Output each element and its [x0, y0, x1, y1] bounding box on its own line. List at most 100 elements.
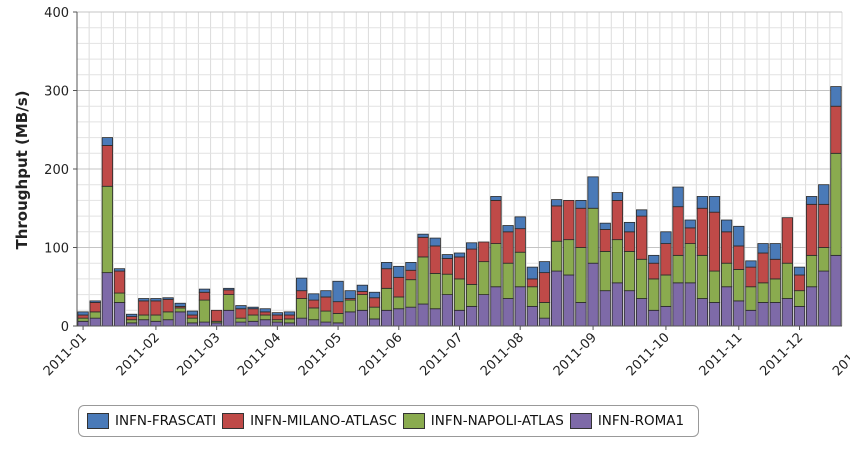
bar-segment-infn-frascati	[490, 196, 502, 201]
bar-segment-infn-roma1	[138, 319, 150, 327]
bar-segment-infn-frascati	[830, 86, 842, 107]
bar-segment-infn-napoli-atlas	[320, 310, 332, 323]
bar-segment-infn-frascati	[283, 311, 296, 316]
bar-segment-infn-napoli-atlas	[490, 243, 502, 288]
x-tick-label: 2011-01	[41, 330, 90, 379]
bar-segment-infn-napoli-atlas	[368, 306, 381, 320]
y-tick-label: 300	[44, 85, 69, 100]
x-tick-label: 2012-01	[830, 330, 850, 379]
bar-segment-infn-milano-atlasc	[575, 207, 587, 248]
bar-segment-infn-napoli-atlas	[806, 254, 818, 288]
bar-segment-infn-napoli-atlas	[478, 261, 490, 296]
bar-segment-infn-milano-atlasc	[332, 301, 344, 314]
bar-segment-infn-milano-atlasc	[283, 314, 296, 320]
bar-segment-infn-milano-atlasc	[781, 217, 793, 264]
bar-segment-infn-roma1	[381, 309, 393, 327]
bar-segment-infn-frascati	[672, 186, 684, 208]
bar-segment-infn-frascati	[745, 260, 757, 268]
bar-segment-infn-napoli-atlas	[636, 258, 648, 299]
bar-segment-infn-milano-atlasc	[769, 258, 781, 280]
bar-segment-infn-roma1	[356, 309, 368, 327]
bar-segment-infn-roma1	[478, 294, 490, 327]
bar-segment-infn-roma1	[405, 306, 417, 327]
bar-segment-infn-milano-atlasc	[138, 300, 150, 316]
bar-segment-infn-milano-atlasc	[672, 206, 684, 256]
bar-segment-infn-napoli-atlas	[757, 282, 769, 303]
bar-segment-infn-milano-atlasc	[223, 289, 235, 296]
bar-segment-infn-napoli-atlas	[502, 262, 514, 299]
bar-segment-infn-roma1	[793, 305, 806, 327]
bar-segment-infn-milano-atlasc	[478, 241, 490, 263]
bar-segment-infn-napoli-atlas	[648, 278, 660, 311]
bar-segment-infn-roma1	[162, 319, 174, 327]
legend-swatch	[222, 413, 245, 429]
bar-segment-infn-napoli-atlas	[453, 278, 466, 311]
bar-segment-infn-milano-atlasc	[830, 105, 842, 154]
bar-segment-infn-milano-atlasc	[259, 311, 271, 316]
bar-segment-infn-frascati	[429, 237, 441, 247]
bar-segment-infn-roma1	[526, 305, 538, 327]
bar-segment-infn-napoli-atlas	[283, 318, 296, 324]
bar-segment-infn-roma1	[393, 308, 405, 327]
bar-segment-infn-napoli-atlas	[174, 307, 186, 313]
x-tick-label: 2011-11	[697, 330, 746, 379]
bar-segment-infn-milano-atlasc	[296, 290, 308, 299]
y-tick-label: 0	[61, 320, 69, 335]
bar-segment-infn-roma1	[150, 320, 162, 327]
bar-segment-infn-milano-atlasc	[368, 297, 381, 308]
bar-segment-infn-milano-atlasc	[271, 314, 283, 321]
bar-segment-infn-roma1	[648, 309, 660, 327]
y-tick-label: 400	[44, 6, 69, 21]
bar-segment-infn-napoli-atlas	[599, 251, 611, 292]
bar-segment-infn-milano-atlasc	[563, 199, 575, 241]
bar-segment-infn-frascati	[101, 137, 113, 146]
bar-segment-infn-milano-atlasc	[429, 245, 441, 274]
legend-label: INFN-ROMA1	[597, 413, 685, 429]
x-tick-label: 2011-04	[235, 330, 284, 379]
bar-segment-infn-roma1	[538, 317, 551, 327]
bar-segment-infn-napoli-atlas	[308, 307, 320, 321]
bar-segment-infn-napoli-atlas	[393, 296, 405, 310]
bar-segment-infn-roma1	[672, 282, 684, 327]
bar-segment-infn-napoli-atlas	[526, 286, 538, 307]
bar-segment-infn-roma1	[89, 317, 101, 327]
bar-segment-infn-frascati	[150, 298, 162, 302]
bar-segment-infn-frascati	[514, 216, 526, 230]
legend-item-infn-roma1: INFN-ROMA1	[569, 413, 685, 429]
bar-segment-infn-frascati	[223, 287, 235, 291]
bar-segment-infn-napoli-atlas	[551, 240, 563, 272]
legend: INFN-FRASCATI INFN-MILANO-ATLASC INFN-NAPO…	[78, 405, 700, 437]
bar-segment-infn-frascati	[162, 297, 174, 300]
bar-segment-infn-roma1	[368, 318, 381, 327]
bar-segment-infn-napoli-atlas	[126, 319, 138, 324]
bar-segment-infn-roma1	[344, 311, 356, 327]
bar-segment-infn-frascati	[623, 221, 636, 233]
legend-item-infn-frascati: INFN-FRASCATI	[87, 413, 216, 429]
bar-segment-infn-milano-atlasc	[757, 252, 769, 284]
bar-segment-infn-frascati	[381, 262, 393, 270]
bar-segment-infn-napoli-atlas	[684, 243, 696, 284]
bar-segment-infn-roma1	[101, 272, 113, 327]
bar-segment-infn-milano-atlasc	[514, 228, 526, 253]
bar-segment-infn-frascati	[247, 306, 259, 310]
bar-segment-infn-frascati	[599, 222, 611, 230]
bar-segment-infn-napoli-atlas	[138, 314, 150, 321]
bar-segment-infn-frascati	[308, 293, 320, 301]
bar-segment-infn-roma1	[198, 321, 211, 327]
bar-segment-infn-napoli-atlas	[259, 314, 271, 321]
bar-segment-infn-roma1	[806, 286, 818, 327]
bar-segment-infn-frascati	[235, 305, 247, 310]
bar-segment-infn-frascati	[538, 261, 551, 274]
bar-segment-infn-roma1	[757, 302, 769, 327]
bar-segment-infn-roma1	[721, 286, 733, 327]
bar-segment-infn-napoli-atlas	[623, 251, 636, 292]
bar-segment-infn-roma1	[271, 321, 283, 327]
bar-segment-infn-frascati	[296, 277, 308, 292]
bar-segment-infn-milano-atlasc	[793, 274, 806, 292]
bar-segment-infn-frascati	[466, 242, 478, 250]
bar-segment-infn-frascati	[417, 233, 429, 238]
x-tick-label: 2011-12	[757, 330, 806, 379]
bar-segment-infn-napoli-atlas	[441, 273, 453, 296]
x-tick-label: 2011-03	[174, 330, 223, 379]
bar-segment-infn-frascati	[684, 219, 696, 229]
